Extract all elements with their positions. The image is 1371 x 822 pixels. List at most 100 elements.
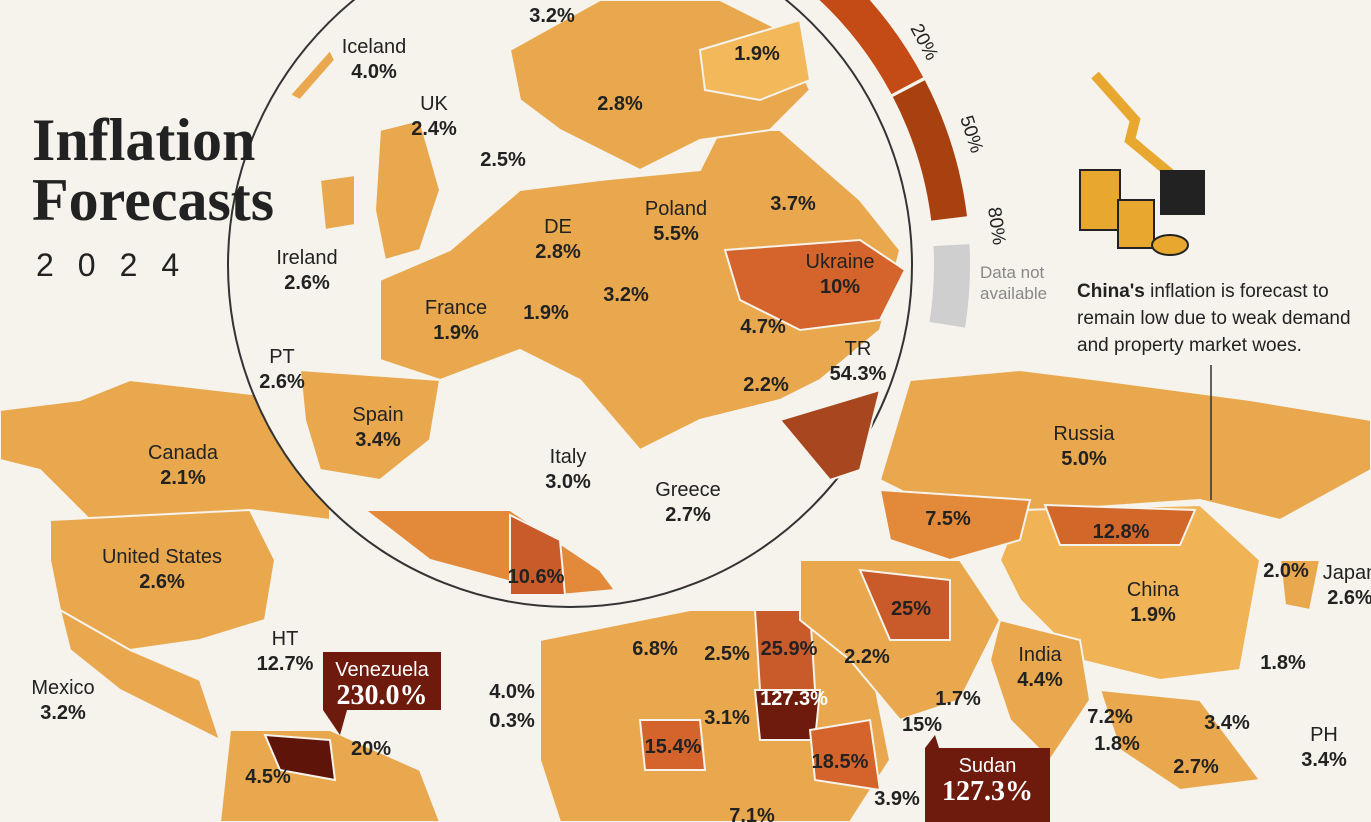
region-value: 2.8% [535,241,581,263]
region-name: Spain [352,404,403,426]
region-name: Japan [1323,562,1371,584]
region-name: Poland [645,198,707,220]
region-value: 20% [351,738,391,760]
legend-segment [929,244,970,328]
region-value: 5.5% [653,223,699,245]
region-value: 7.2% [1087,706,1133,728]
legend-segment [819,0,924,95]
region-name: PT [269,346,295,368]
region-value: 54.3% [830,363,887,385]
callout-pointer [323,710,347,735]
region-name: France [425,297,487,319]
region-value: 4.5% [245,766,291,788]
region-value: 1.9% [734,43,780,65]
region-value: 3.1% [704,707,750,729]
region-value: 25.9% [761,638,818,660]
region-value: 2.7% [665,504,711,526]
region-value: 3.4% [1204,712,1250,734]
legend-na: available [980,284,1047,303]
region-value: 2.6% [139,571,185,593]
region-value: 1.7% [935,688,981,710]
region-value: 25% [891,598,931,620]
region-value: 6.8% [632,638,678,660]
region-value: 2.2% [743,374,789,396]
region-value: 4.7% [740,316,786,338]
note-bold: China's [1077,281,1145,302]
region-value: 1.9% [523,302,569,324]
region-name: Ireland [276,247,337,269]
region-name: Italy [550,446,587,468]
region-name: Greece [655,479,721,501]
europe-land [288,0,907,597]
region-value: 1.9% [1130,604,1176,626]
region-value: 10.6% [508,566,565,588]
region-value: 3.2% [40,702,86,724]
region-value: 2.5% [480,149,526,171]
region-value: 12.7% [257,653,314,675]
region-value: 2.4% [411,118,457,140]
callout-pointer [925,735,939,748]
region-value: 4.0% [351,61,397,83]
region-value: 127.3% [760,688,828,710]
region-value: 18.5% [812,751,869,773]
callout-value: 127.3% [942,776,1033,807]
region-value: 12.8% [1093,521,1150,543]
region-name: TR [845,338,872,360]
region-value: 7.5% [925,508,971,530]
region-value: 1.8% [1260,652,1306,674]
title-line: Forecasts [32,167,274,233]
region-value: 2.6% [1327,587,1371,609]
region-value: 2.5% [704,643,750,665]
legend-segment [892,80,968,221]
region-value: 3.2% [603,284,649,306]
region-name: Ukraine [806,251,875,273]
region-value: 1.9% [433,322,479,344]
region-name: United States [102,546,222,568]
region-name: Mexico [31,677,94,699]
region-value: 1.8% [1094,733,1140,755]
legend-tick: 50% [955,113,987,156]
region-value: 2.6% [259,371,305,393]
callout-box [323,652,441,710]
region-value: 2.0% [1263,560,1309,582]
region-name: China [1127,579,1180,601]
region-name: Russia [1053,423,1115,445]
region-value: 15% [902,714,942,736]
region-value: 5.0% [1061,448,1107,470]
region-value: 10% [820,276,860,298]
region-value: 2.1% [160,467,206,489]
region-name: Iceland [342,36,407,58]
region-value: 3.0% [545,471,591,493]
region-name: India [1018,644,1062,666]
region-value: 4.4% [1017,669,1063,691]
region-name: UK [420,93,448,115]
title-line: Inflation [32,107,255,173]
region-value: 3.4% [1301,749,1347,771]
region-name: DE [544,216,572,238]
region-name: HT [272,628,299,650]
region-value: 2.2% [844,646,890,668]
legend-na: Data not [980,263,1045,282]
region-name: PH [1310,724,1338,746]
region-value: 3.9% [874,788,920,810]
coins-icon [1079,71,1205,256]
region-value: 2.8% [597,93,643,115]
region-value: 3.2% [529,5,575,27]
region-value: 3.7% [770,193,816,215]
region-name: Canada [148,442,219,464]
note: China's inflation is forecast to remain … [1077,278,1367,359]
world-land [0,368,1371,822]
region-value: 7.1% [729,805,775,822]
callout-box [925,748,1050,822]
region-value: 0.3% [489,710,535,732]
legend-tick: 80% [983,206,1009,247]
region-value: 4.0% [489,681,535,703]
region-value: 2.6% [284,272,330,294]
subtitle: 2024 [36,247,203,283]
callout-name: Sudan [959,755,1017,777]
callout-name: Venezuela [335,659,429,681]
region-value: 2.7% [1173,756,1219,778]
region-value: 3.4% [355,429,401,451]
